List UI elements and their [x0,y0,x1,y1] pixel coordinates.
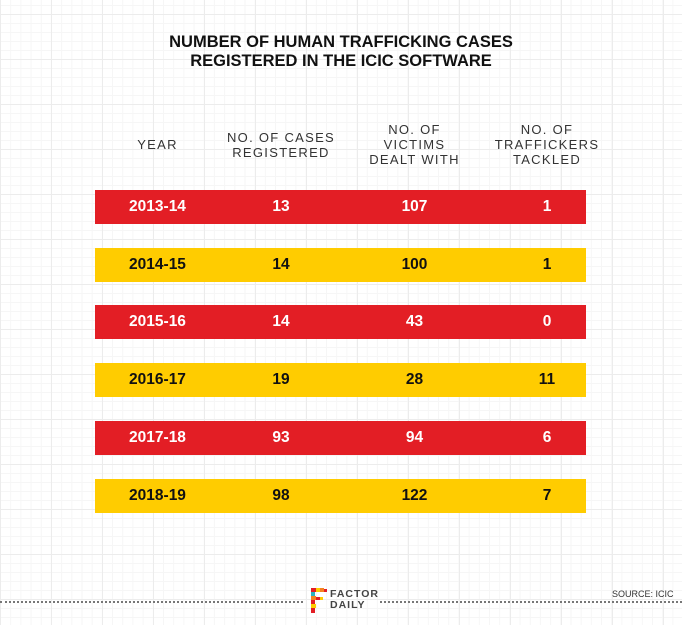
cell-cases: 93 [272,429,290,446]
chart-title-line-1: NUMBER OF HUMAN TRAFFICKING CASES [169,33,513,51]
source-note: SOURCE: ICIC [612,589,674,599]
cell-victims: 107 [401,198,428,215]
cell-victims: 28 [405,371,424,388]
header-line: TACKLED [512,152,582,167]
footer-divider-left [0,601,303,603]
cell-cases: 13 [272,198,290,215]
header-line: YEAR [137,137,178,152]
cell-victims: 100 [401,256,428,273]
cell-traffickers: 0 [542,313,552,330]
cell-victims: 122 [401,487,428,504]
chart-title-line-2: REGISTERED IN THE ICIC SOFTWARE [190,52,492,70]
header-line: NO. OF CASES [226,130,336,145]
cell-year: 2018-19 [129,487,186,504]
cell-cases: 98 [272,487,290,504]
cell-traffickers: 6 [542,429,552,446]
column-header-traffickers: NO. OF TRAFFICKERS TACKLED [487,122,607,167]
column-header-year: YEAR [95,137,220,152]
cell-year: 2013-14 [129,198,186,215]
column-header-victims: NO. OF VICTIMS DEALT WITH [342,122,487,167]
header-line: REGISTERED [232,145,330,160]
cell-traffickers: 1 [542,256,552,273]
header-line: NO. OF [520,122,574,137]
table-row: 2017-18 93 94 6 [95,421,586,455]
cell-victims: 43 [405,313,424,330]
header-line: VICTIMS [383,137,446,152]
footer-divider-right [380,601,682,603]
logo-line-1: FACTOR [330,588,379,600]
cell-traffickers: 11 [538,371,556,388]
table-row: 2014-15 14 100 1 [95,248,586,282]
cell-traffickers: 1 [542,198,552,215]
column-header-cases: NO. OF CASES REGISTERED [220,130,342,160]
header-line: NO. OF [388,122,441,137]
cell-traffickers: 7 [542,487,552,504]
table-row: 2013-14 13 107 1 [95,190,586,224]
table-row: 2018-19 98 122 7 [95,479,586,513]
cell-cases: 14 [272,313,290,330]
cell-year: 2017-18 [129,429,186,446]
cell-year: 2016-17 [129,371,186,388]
table-row: 2016-17 19 28 11 [95,363,586,397]
cell-cases: 19 [272,371,290,388]
cell-year: 2014-15 [129,256,186,273]
logo-line-2: DAILY [330,599,366,611]
header-line: TRAFFICKERS [494,137,600,152]
factor-daily-logo-text: FACTOR DAILY [330,589,379,611]
header-line: DEALT WITH [369,152,460,167]
factor-daily-logo-icon [311,588,327,613]
cell-victims: 94 [405,429,424,446]
cell-year: 2015-16 [129,313,186,330]
cell-cases: 14 [272,256,290,273]
table-row: 2015-16 14 43 0 [95,305,586,339]
chart-title: NUMBER OF HUMAN TRAFFICKING CASES REGIST… [0,33,682,71]
